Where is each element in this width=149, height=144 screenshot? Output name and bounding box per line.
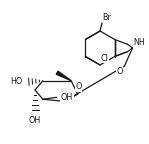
Text: Br: Br xyxy=(102,13,111,22)
Text: OH: OH xyxy=(29,116,41,125)
Text: Cl: Cl xyxy=(101,54,109,63)
Text: NH: NH xyxy=(134,38,145,47)
Text: HO: HO xyxy=(11,77,23,86)
Polygon shape xyxy=(56,71,71,81)
Text: OH: OH xyxy=(61,93,73,102)
Text: O: O xyxy=(76,82,82,91)
Text: O: O xyxy=(116,67,122,75)
